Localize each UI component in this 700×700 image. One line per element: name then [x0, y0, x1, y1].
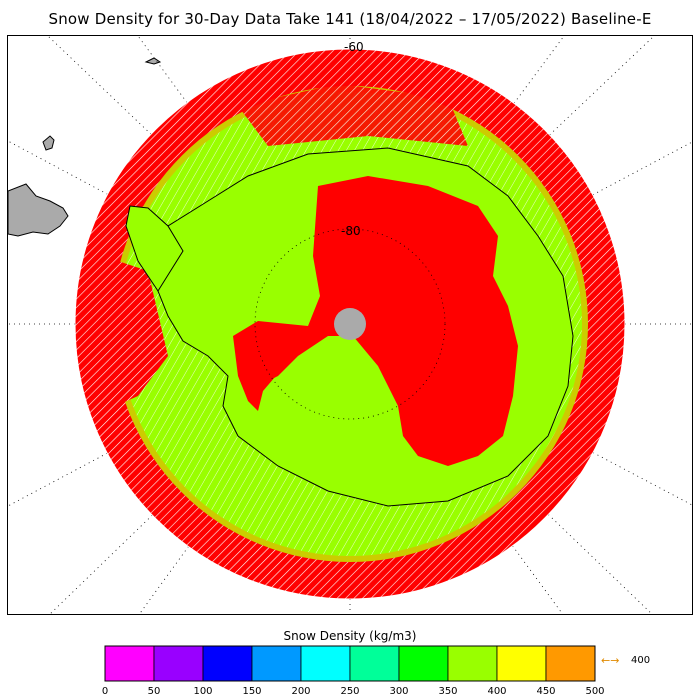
- polar-map: [8, 36, 692, 614]
- colorbar-tick-label: 300: [389, 686, 409, 697]
- colorbar-cell: [545, 645, 596, 682]
- colorbar-tick-label: 0: [101, 686, 109, 697]
- colorbar-tick-label: 50: [147, 686, 161, 697]
- colorbar-tick-label: 450: [536, 686, 556, 697]
- outer-red-band-left: [75, 256, 168, 416]
- overflow-label: 400: [631, 655, 651, 666]
- map-title: Snow Density for 30-Day Data Take 141 (1…: [48, 10, 652, 28]
- colorbar-title: Snow Density (kg/m3): [283, 629, 417, 643]
- colorbar-tick-label: 150: [242, 686, 262, 697]
- colorbar-cell: [300, 645, 351, 682]
- lat-label-60: -60: [344, 40, 364, 54]
- outer-red-band-top: [238, 84, 468, 146]
- colorbar-tick-label: 100: [193, 686, 213, 697]
- colorbar-cell: [398, 645, 449, 682]
- data-disc: [75, 49, 625, 599]
- map-panel: -60 -80: [7, 35, 693, 615]
- colorbar-tick-label: 350: [438, 686, 458, 697]
- south-america-landmass: [8, 183, 69, 237]
- colorbar-tick-label: 250: [340, 686, 360, 697]
- colorbar-cell: [251, 645, 302, 682]
- colorbar-tick-label: 200: [291, 686, 311, 697]
- colorbar-tick-label: 400: [487, 686, 507, 697]
- colorbar-cell: [447, 645, 498, 682]
- antarctic-peninsula: [125, 205, 184, 292]
- overflow-arrow-icon: ←→: [601, 654, 620, 667]
- colorbar-cell: [349, 645, 400, 682]
- lat-label-80: -80: [341, 224, 361, 238]
- interior-red-ross: [233, 321, 308, 411]
- colorbar-cell: [104, 645, 155, 682]
- colorbar-cell: [153, 645, 204, 682]
- colorbar-cell: [202, 645, 253, 682]
- colorbar-cell: [496, 645, 547, 682]
- island-fragment: [144, 57, 162, 65]
- colorbar-tick-label: 500: [585, 686, 605, 697]
- falkland-islands: [42, 135, 55, 151]
- interior-red-region: [248, 176, 518, 466]
- pole-hole: [334, 308, 366, 340]
